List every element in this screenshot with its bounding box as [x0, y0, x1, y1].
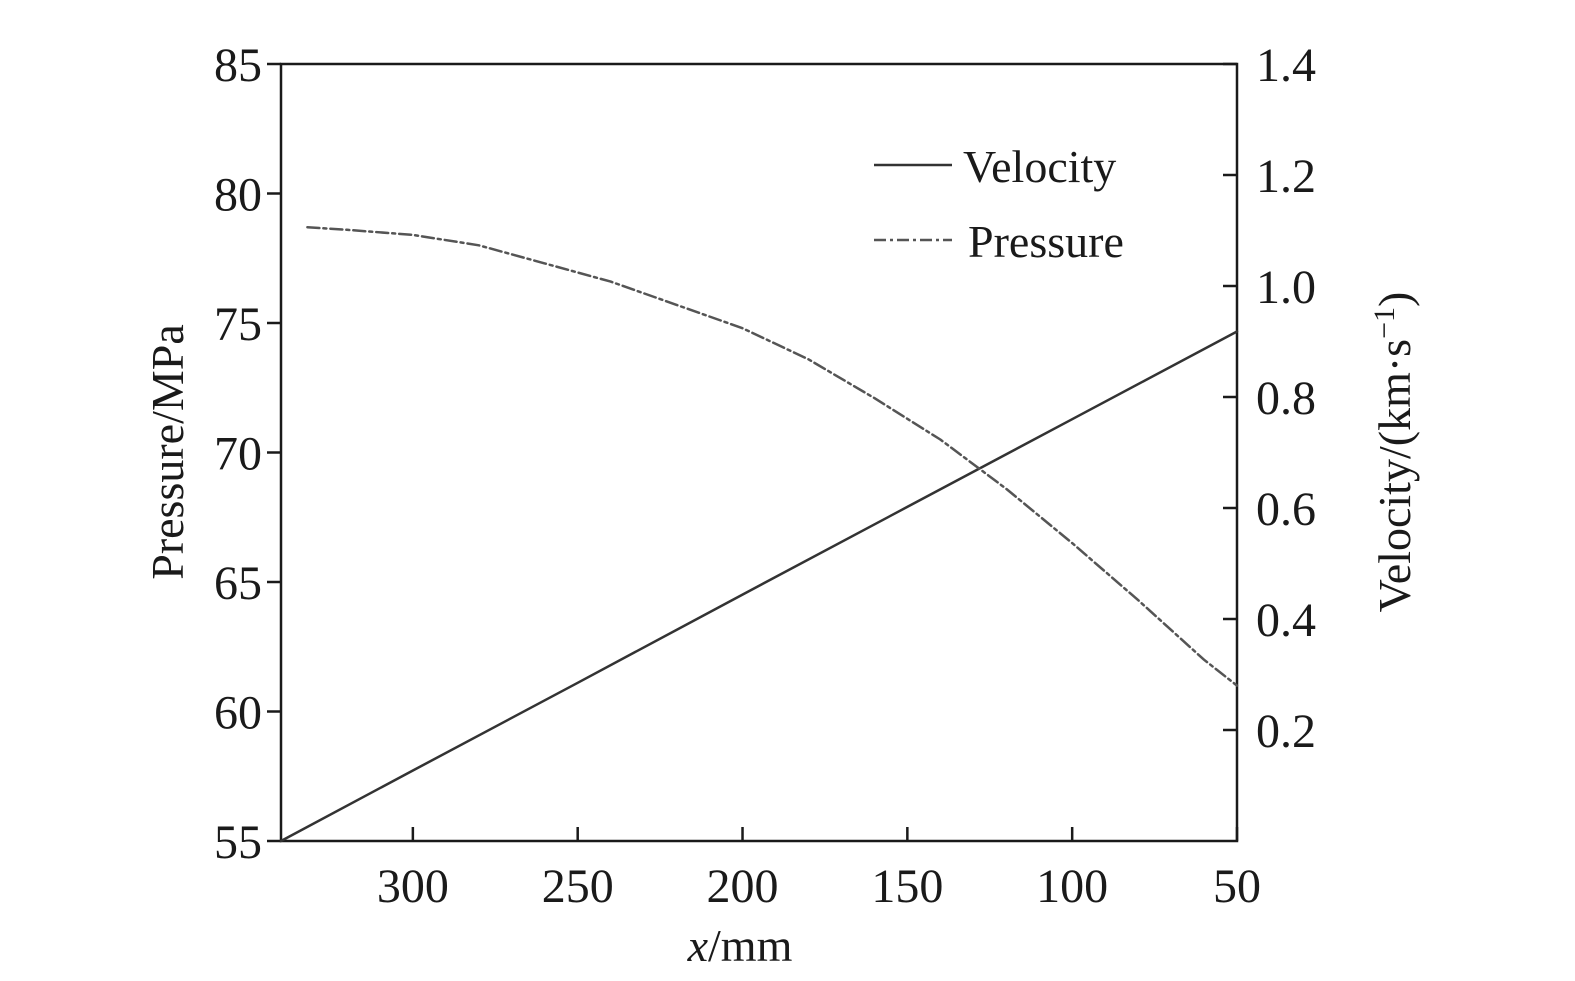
left-y-axis-title: Pressure/MPa: [142, 324, 193, 580]
x-tick-label: 250: [542, 860, 614, 913]
left-y-tick-label: 60: [214, 687, 262, 740]
series-layer: [279, 225, 1239, 843]
left-y-tick-label: 85: [214, 39, 262, 92]
x-tick-label: 100: [1036, 860, 1108, 913]
x-axis-title-unit: /mm: [708, 920, 793, 971]
legend-label-velocity: Velocity: [963, 141, 1116, 192]
right-y-tick-label: 0.2: [1256, 705, 1316, 758]
x-axis-title-variable: x: [687, 920, 709, 971]
right-y-tick-label: 0.4: [1256, 594, 1316, 647]
left-y-tick-label: 55: [214, 816, 262, 869]
right-y-tick-label: 0.8: [1256, 372, 1316, 425]
x-tick-label: 50: [1213, 860, 1261, 913]
x-tick-label: 200: [707, 860, 779, 913]
x-tick-label: 300: [377, 860, 449, 913]
right-y-tick-label: 1.4: [1256, 39, 1316, 92]
right-y-tick-label: 1.0: [1256, 261, 1316, 314]
right-y-axis-title-superscript: −1: [1368, 307, 1401, 339]
left-y-tick-label: 70: [214, 428, 262, 481]
left-y-tick-label: 75: [214, 298, 262, 351]
right-y-axis-title-close: ): [1369, 292, 1420, 307]
right-y-tick-label: 1.2: [1256, 150, 1316, 203]
left-y-axis-ticks: 55 60 65 70 75 80 85: [214, 39, 281, 869]
series-line-pressure: [306, 225, 1239, 687]
legend: Velocity Pressure: [874, 141, 1124, 267]
right-y-axis-title: Velocity/(km·s−1): [1368, 292, 1420, 613]
right-y-axis-title-main: Velocity/(km·s: [1369, 339, 1420, 612]
right-y-tick-label: 0.6: [1256, 483, 1316, 536]
x-axis-ticks: 300 250 200 150 100 50: [377, 827, 1261, 913]
x-axis-title: x/mm: [687, 920, 793, 971]
x-tick-label: 150: [871, 860, 943, 913]
right-y-axis-ticks: 0.2 0.4 0.6 0.8 1.0 1.2 1.4: [1223, 39, 1316, 758]
left-y-tick-label: 80: [214, 169, 262, 222]
series-line-velocity: [279, 330, 1239, 843]
legend-label-pressure: Pressure: [968, 216, 1124, 267]
left-y-tick-label: 65: [214, 557, 262, 610]
